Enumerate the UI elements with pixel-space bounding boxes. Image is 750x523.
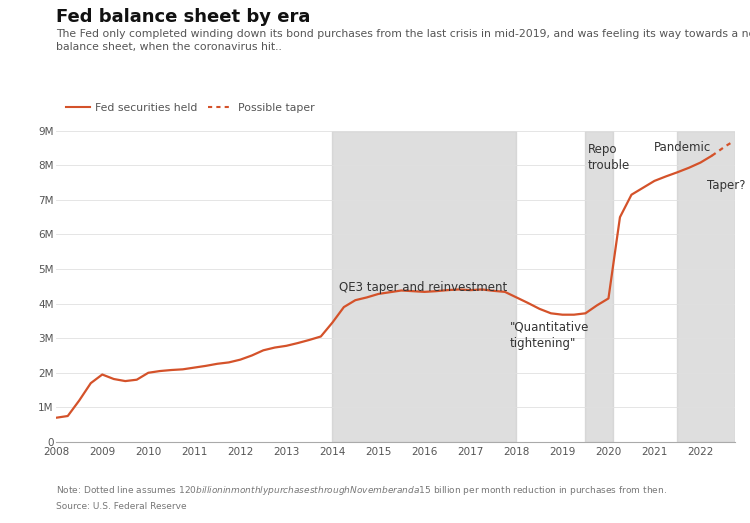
Text: Fed balance sheet by era: Fed balance sheet by era — [56, 8, 310, 26]
Text: QE3 taper and reinvestment: QE3 taper and reinvestment — [339, 281, 508, 294]
Bar — [586, 131, 613, 442]
Bar — [677, 131, 735, 442]
Text: Note: Dotted line assumes $120 billion in monthly purchases through November and: Note: Dotted line assumes $120 billion i… — [56, 484, 668, 497]
Legend: Fed securities held, Possible taper: Fed securities held, Possible taper — [62, 99, 319, 118]
Text: Repo
trouble: Repo trouble — [588, 143, 630, 173]
Text: Taper?: Taper? — [707, 179, 746, 192]
Bar — [332, 131, 517, 442]
Text: Source: U.S. Federal Reserve: Source: U.S. Federal Reserve — [56, 502, 187, 511]
Text: The Fed only completed winding down its bond purchases from the last crisis in m: The Fed only completed winding down its … — [56, 29, 750, 52]
Text: Pandemic: Pandemic — [653, 141, 711, 154]
Text: "Quantitative
tightening": "Quantitative tightening" — [509, 321, 589, 350]
